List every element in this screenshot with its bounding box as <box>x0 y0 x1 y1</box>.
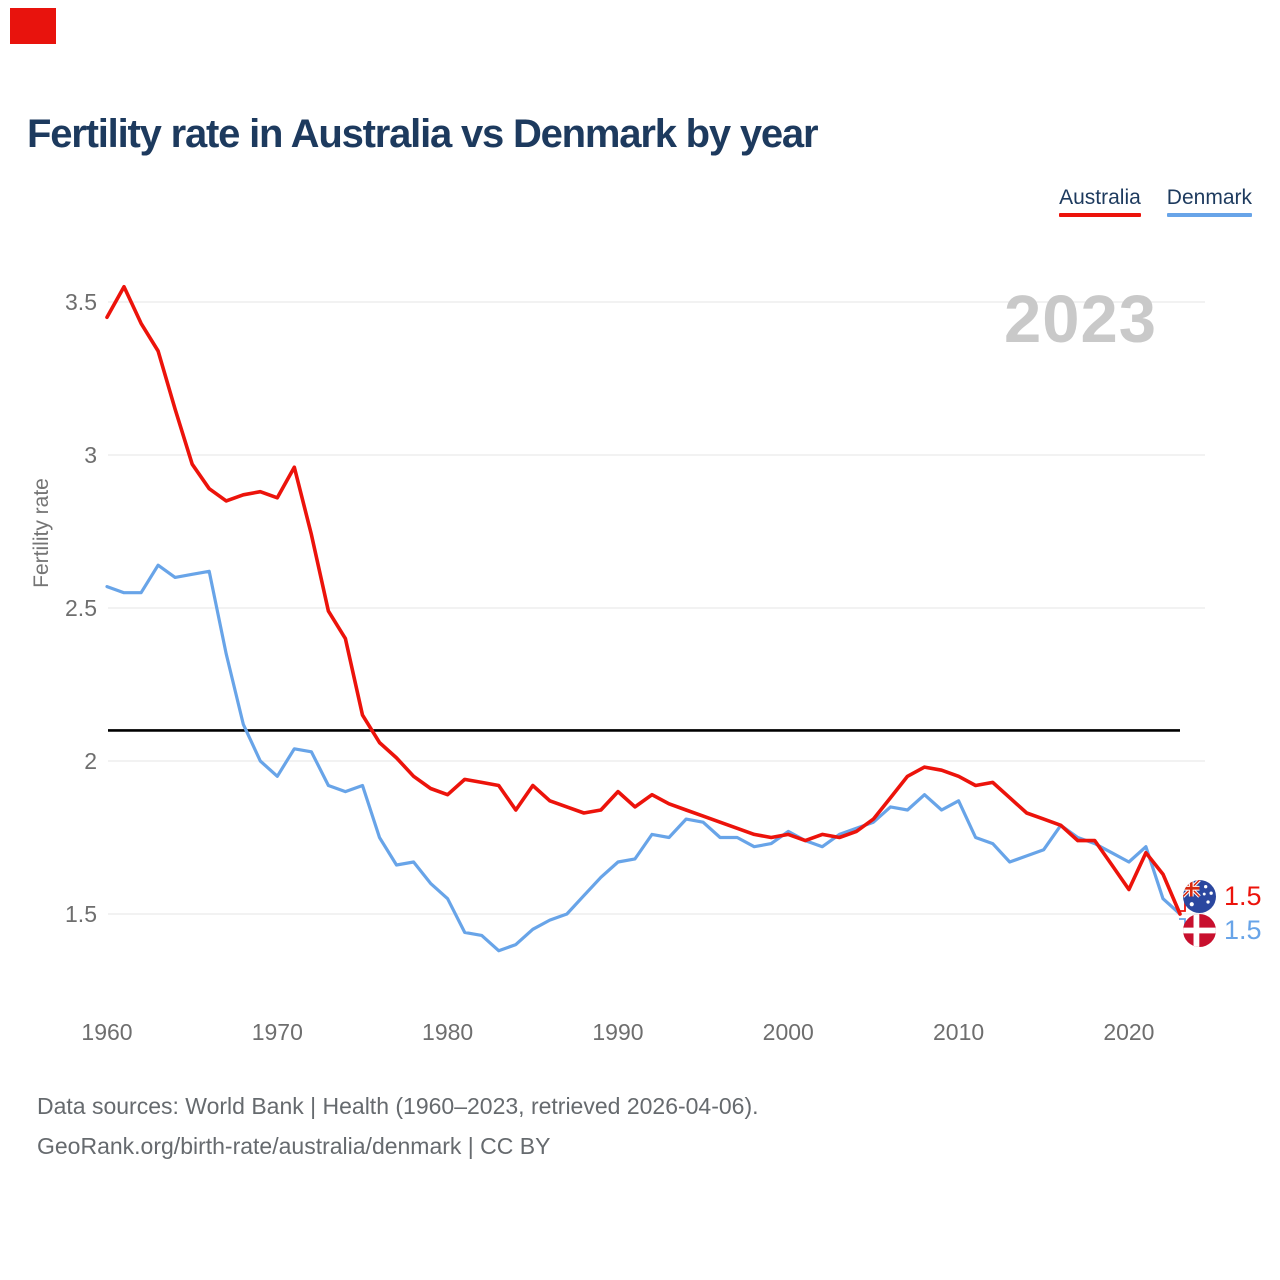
annotation-marker <box>10 8 56 44</box>
denmark-flag-icon <box>1183 914 1216 947</box>
legend-color-bar-denmark <box>1166 213 1252 217</box>
svg-text:1.5: 1.5 <box>65 901 97 927</box>
svg-text:2020: 2020 <box>1103 1019 1154 1045</box>
end-label-denmark: 1.5 <box>1183 914 1262 947</box>
year-watermark: 2023 <box>1003 282 1157 357</box>
svg-text:2.5: 2.5 <box>65 595 97 621</box>
svg-text:1960: 1960 <box>81 1019 132 1045</box>
denmark-end-value: 1.5 <box>1224 915 1262 945</box>
end-label-australia: 1.5 <box>1183 880 1262 913</box>
legend-label-australia[interactable]: Australia <box>1059 186 1141 209</box>
legend-label-denmark[interactable]: Denmark <box>1166 186 1252 209</box>
page-title: Fertility rate in Australia vs Denmark b… <box>27 112 819 156</box>
svg-text:1980: 1980 <box>422 1019 473 1045</box>
footer: Data sources: World Bank | Health (1960–… <box>37 1086 759 1166</box>
svg-text:3.5: 3.5 <box>65 289 97 315</box>
svg-text:3: 3 <box>84 442 97 468</box>
legend-item-australia[interactable]: Australia <box>1059 186 1141 217</box>
svg-text:2010: 2010 <box>933 1019 984 1045</box>
fertility-line-chart: 1.5 2 2.5 3 3.5 1960 1970 1980 1990 2000 2010 2020 <box>65 284 1205 1045</box>
australia-flag-icon <box>1183 880 1216 913</box>
svg-text:1970: 1970 <box>252 1019 303 1045</box>
svg-text:2: 2 <box>84 748 97 774</box>
legend-color-bar-australia <box>1059 213 1141 217</box>
svg-text:1990: 1990 <box>592 1019 643 1045</box>
legend-item-denmark[interactable]: Denmark <box>1166 186 1252 217</box>
legend: Australia Denmark <box>1059 186 1252 217</box>
footer-attribution-line: GeoRank.org/birth-rate/australia/denmark… <box>37 1133 551 1159</box>
australia-end-value: 1.5 <box>1224 881 1262 911</box>
footer-sources-line: Data sources: World Bank | Health (1960–… <box>37 1093 759 1119</box>
svg-text:2000: 2000 <box>763 1019 814 1045</box>
